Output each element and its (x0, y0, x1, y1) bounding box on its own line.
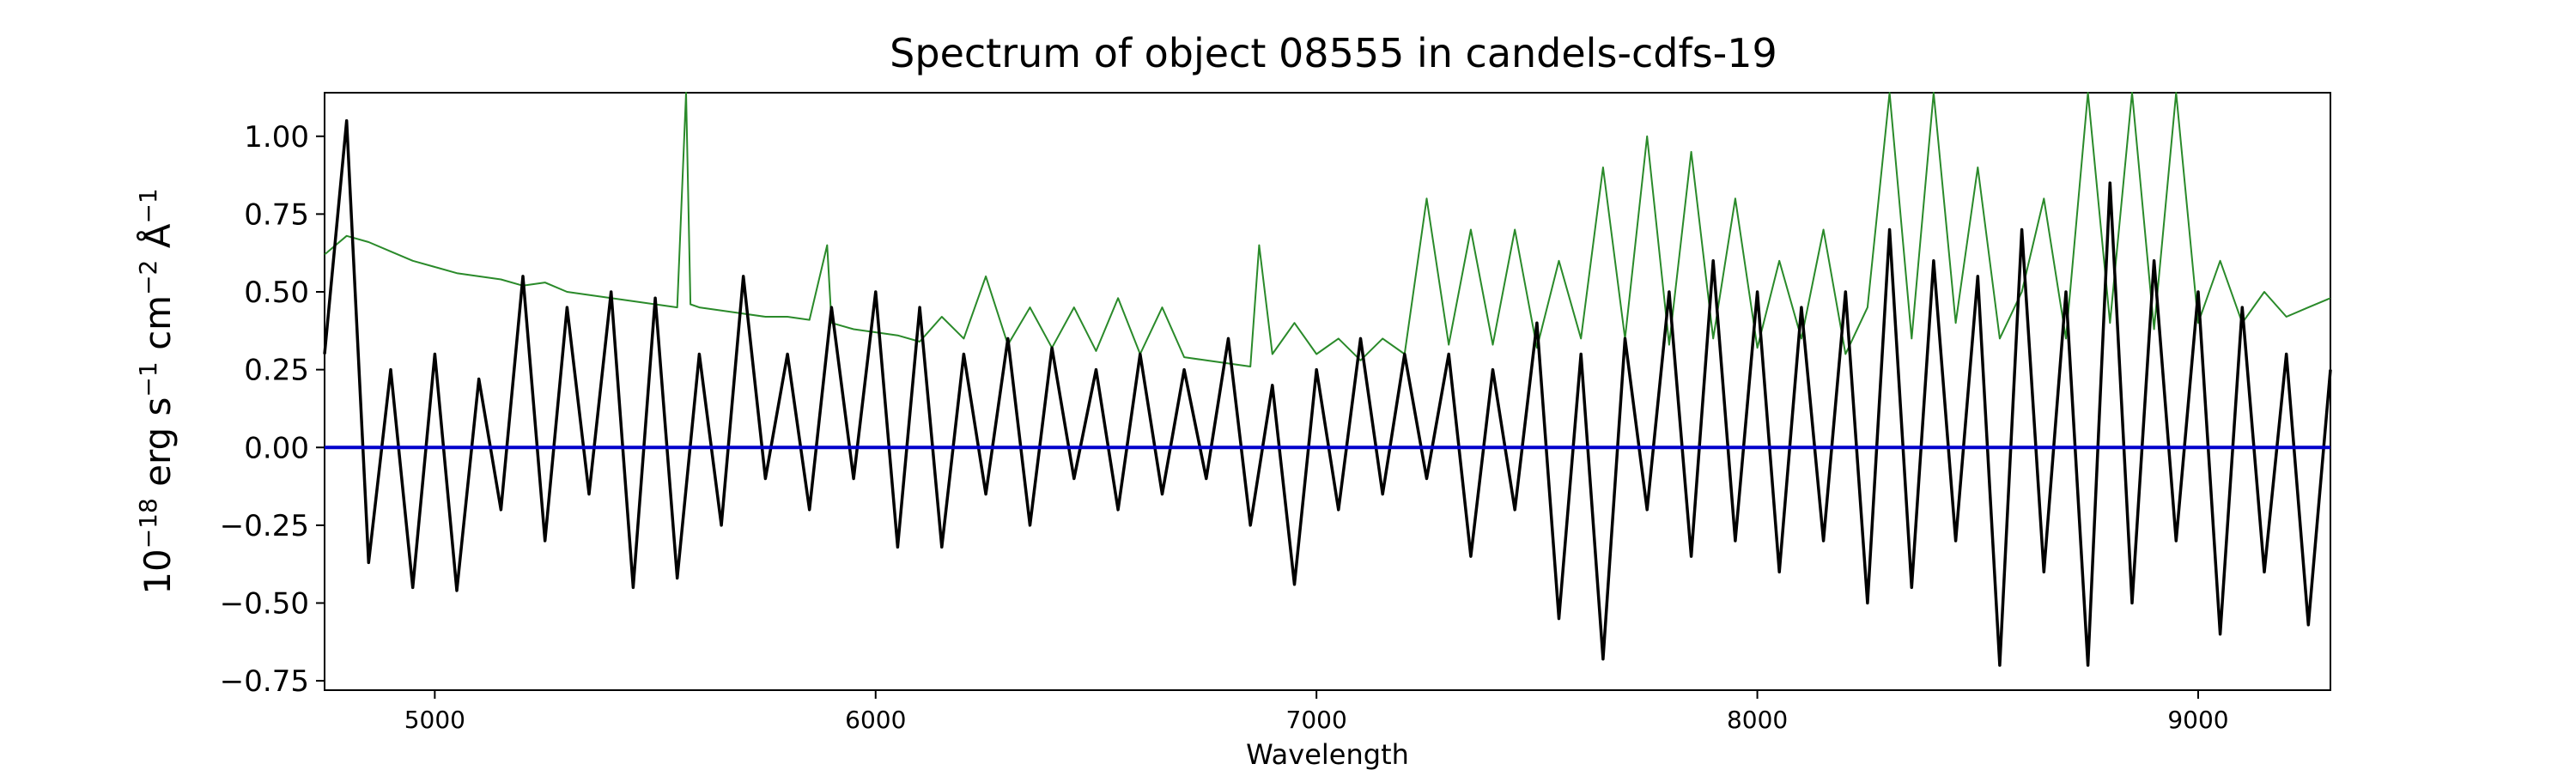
chart-title: Spectrum of object 08555 in candels-cdfs… (890, 30, 1777, 76)
y-tick-label: −0.25 (220, 509, 309, 543)
y-tick-label: −0.75 (220, 664, 309, 699)
y-label-text: 10 (137, 549, 179, 594)
y-label-text: cm (137, 295, 179, 361)
y-tick-label: 1.00 (244, 120, 309, 155)
x-tick-label: 5000 (404, 706, 465, 734)
y-tick-label: 0.50 (244, 276, 309, 310)
y-tick-label: −0.50 (220, 587, 309, 621)
x-tick-label: 8000 (1727, 706, 1788, 734)
y-label-superscript: −1 (134, 361, 162, 397)
x-axis: 5000 6000 7000 8000 9000 (404, 690, 2229, 734)
y-axis: −0.75 −0.50 −0.25 0.00 0.25 0.50 0.75 1.00 (220, 120, 325, 699)
x-tick-label: 6000 (845, 706, 906, 734)
y-axis-label: 10−18 erg s−1 cm−2 Å−1 (134, 188, 179, 594)
y-label-superscript: −2 (134, 260, 162, 295)
plot-area (323, 92, 2332, 691)
series-layer (323, 92, 2332, 667)
x-tick-label: 9000 (2167, 706, 2228, 734)
y-label-superscript: −18 (134, 498, 162, 549)
y-tick-label: 0.25 (244, 354, 309, 388)
flux-line (323, 118, 2332, 667)
x-tick-label: 7000 (1286, 706, 1347, 734)
y-label-text: Å (136, 223, 179, 259)
error-line (324, 92, 2331, 367)
x-axis-label: Wavelength (1246, 738, 1409, 771)
y-label-text: erg s (137, 397, 179, 499)
y-tick-label: 0.00 (244, 431, 309, 465)
y-tick-label: 0.75 (244, 197, 309, 232)
plot-frame (324, 92, 2331, 691)
y-label-superscript: −1 (134, 188, 162, 223)
